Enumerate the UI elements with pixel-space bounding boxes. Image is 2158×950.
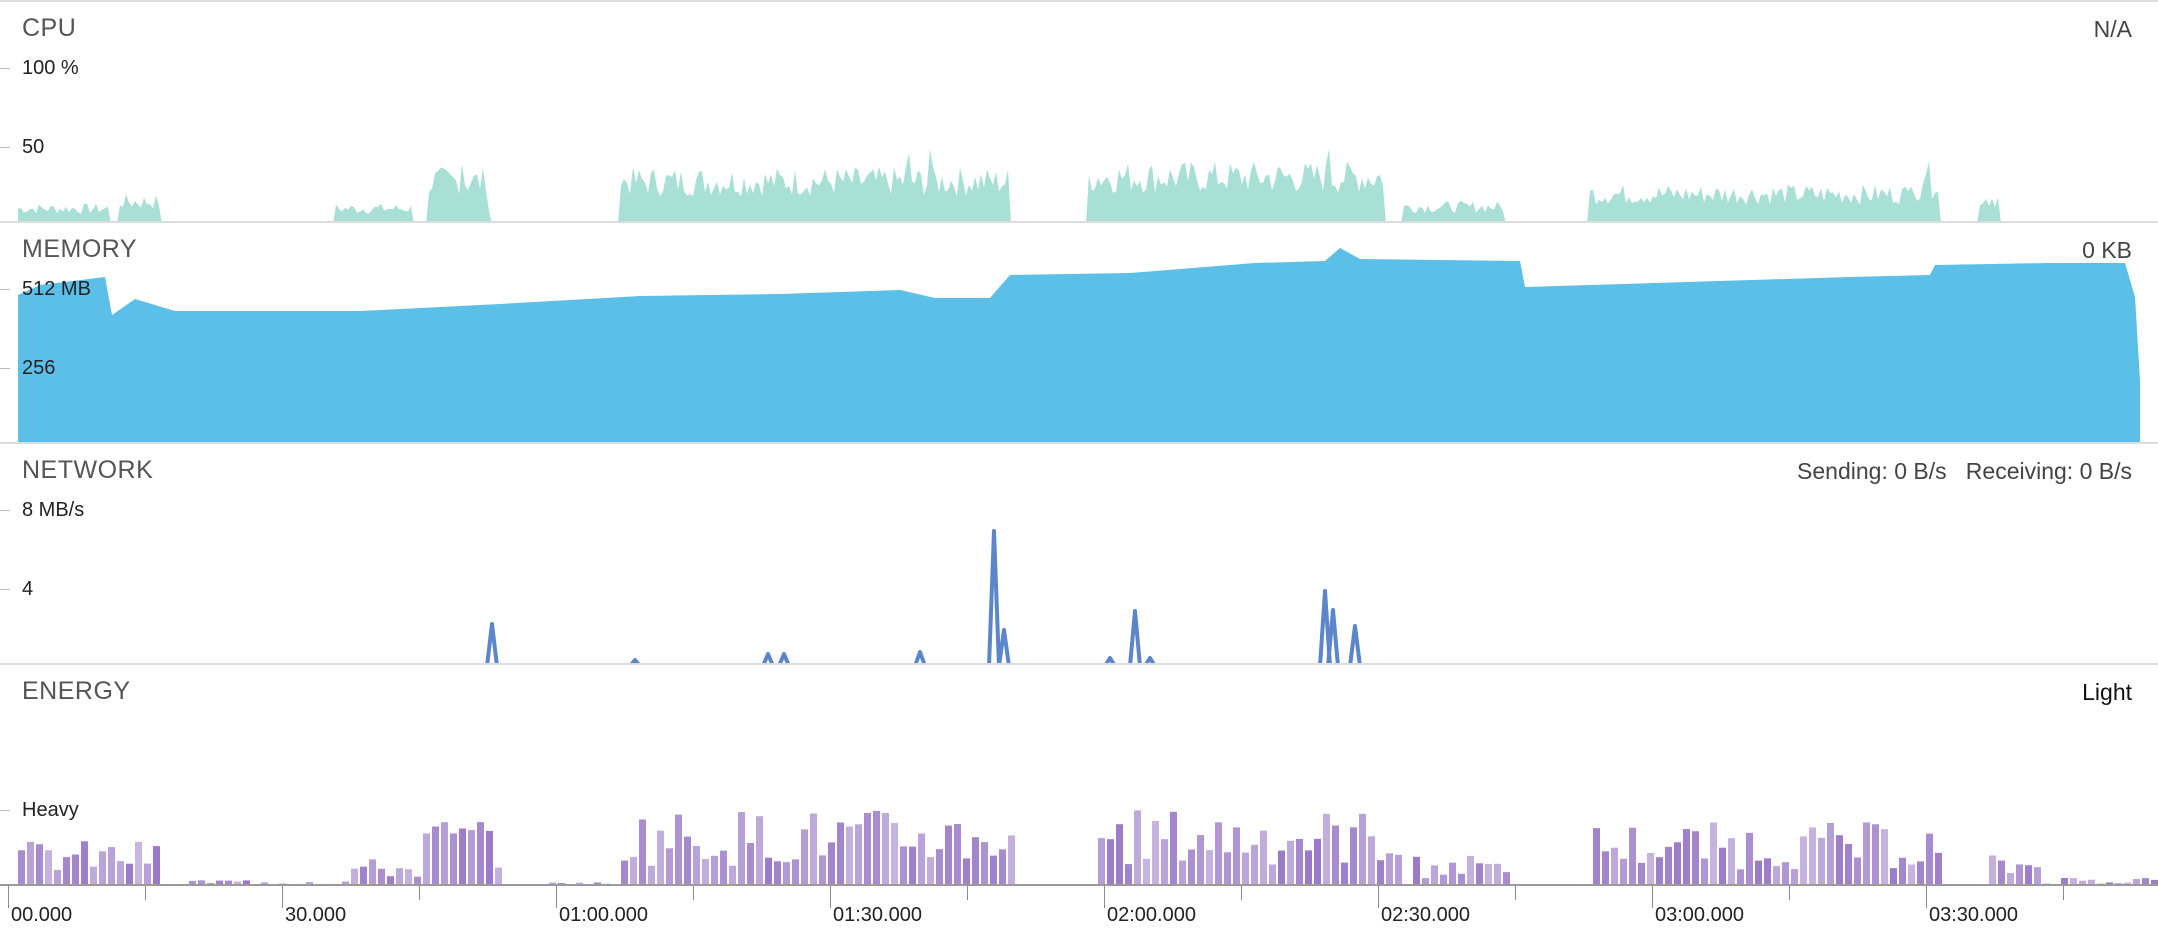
memory-max-tick: [0, 289, 10, 290]
network-scale-mid: 4: [22, 578, 34, 600]
timeline-minor-tick: [693, 886, 694, 900]
energy-bars: [18, 810, 2158, 886]
cpu-area: [18, 149, 2001, 223]
cpu-scale-mid: 50: [22, 136, 45, 158]
timeline-minor-tick: [419, 886, 420, 900]
energy-mid-tick: [0, 810, 10, 811]
energy-scale-mid: Heavy: [22, 799, 79, 821]
timeline-label: 30.000: [285, 904, 347, 926]
timeline-major-tick: [830, 886, 831, 908]
memory-panel[interactable]: MEMORY 0 KB 512 MB 256: [0, 221, 2158, 444]
timeline-major-tick: [556, 886, 557, 908]
network-line: [18, 529, 2155, 665]
timeline-label: 02:00.000: [1107, 904, 1196, 926]
timeline-label: 03:00.000: [1655, 904, 1744, 926]
energy-impact-graph: [18, 810, 2158, 886]
memory-status: 0 KB: [2082, 237, 2132, 263]
timeline-major-tick: [1104, 886, 1105, 908]
network-panel[interactable]: NETWORK Sending: 0 B/s Receiving: 0 B/s …: [0, 442, 2158, 665]
timeline-major-tick: [1652, 886, 1653, 908]
network-title: NETWORK: [22, 456, 154, 484]
network-mid-tick: [0, 589, 10, 590]
timeline-label: 01:30.000: [833, 904, 922, 926]
energy-status: Light: [2082, 679, 2132, 705]
timeline-minor-tick: [1241, 886, 1242, 900]
timeline-major-tick: [8, 886, 9, 908]
cpu-mid-tick: [0, 147, 10, 148]
timeline-minor-tick: [1789, 886, 1790, 900]
cpu-max-tick: [0, 68, 10, 69]
timeline-major-tick: [1378, 886, 1379, 908]
network-max-tick: [0, 510, 10, 511]
timeline-label: 01:00.000: [559, 904, 648, 926]
network-usage-graph: [18, 529, 2155, 665]
timeline-major-tick: [282, 886, 283, 908]
network-status: Sending: 0 B/s Receiving: 0 B/s: [1797, 458, 2132, 484]
cpu-scale-max: 100 %: [22, 57, 79, 79]
memory-usage-graph: [18, 248, 2140, 444]
memory-area: [18, 248, 2140, 444]
memory-mid-tick: [0, 368, 10, 369]
energy-panel[interactable]: ENERGY Light Heavy: [0, 663, 2158, 886]
timeline-minor-tick: [145, 886, 146, 900]
timeline-minor-tick: [2063, 886, 2064, 900]
timeline-label: 02:30.000: [1381, 904, 1470, 926]
cpu-status: N/A: [2093, 16, 2132, 42]
cpu-panel[interactable]: CPU N/A 100 % 50: [0, 0, 2158, 223]
timeline-minor-tick: [1515, 886, 1516, 900]
network-scale-max: 8 MB/s: [22, 499, 85, 521]
cpu-title: CPU: [22, 14, 77, 42]
timeline-label: 03:30.000: [1929, 904, 2018, 926]
memory-title: MEMORY: [22, 235, 138, 263]
timeline-ruler[interactable]: 00.000 30.000 01:00.000 01:30.000 02:00.000 0…: [0, 884, 2158, 950]
timeline-minor-tick: [967, 886, 968, 900]
energy-title: ENERGY: [22, 677, 131, 705]
memory-scale-mid: 256: [22, 357, 56, 379]
memory-scale-max: 512 MB: [22, 278, 91, 300]
timeline-major-tick: [1926, 886, 1927, 908]
cpu-usage-graph: [18, 149, 2001, 223]
timeline-label: 00.000: [11, 904, 73, 926]
